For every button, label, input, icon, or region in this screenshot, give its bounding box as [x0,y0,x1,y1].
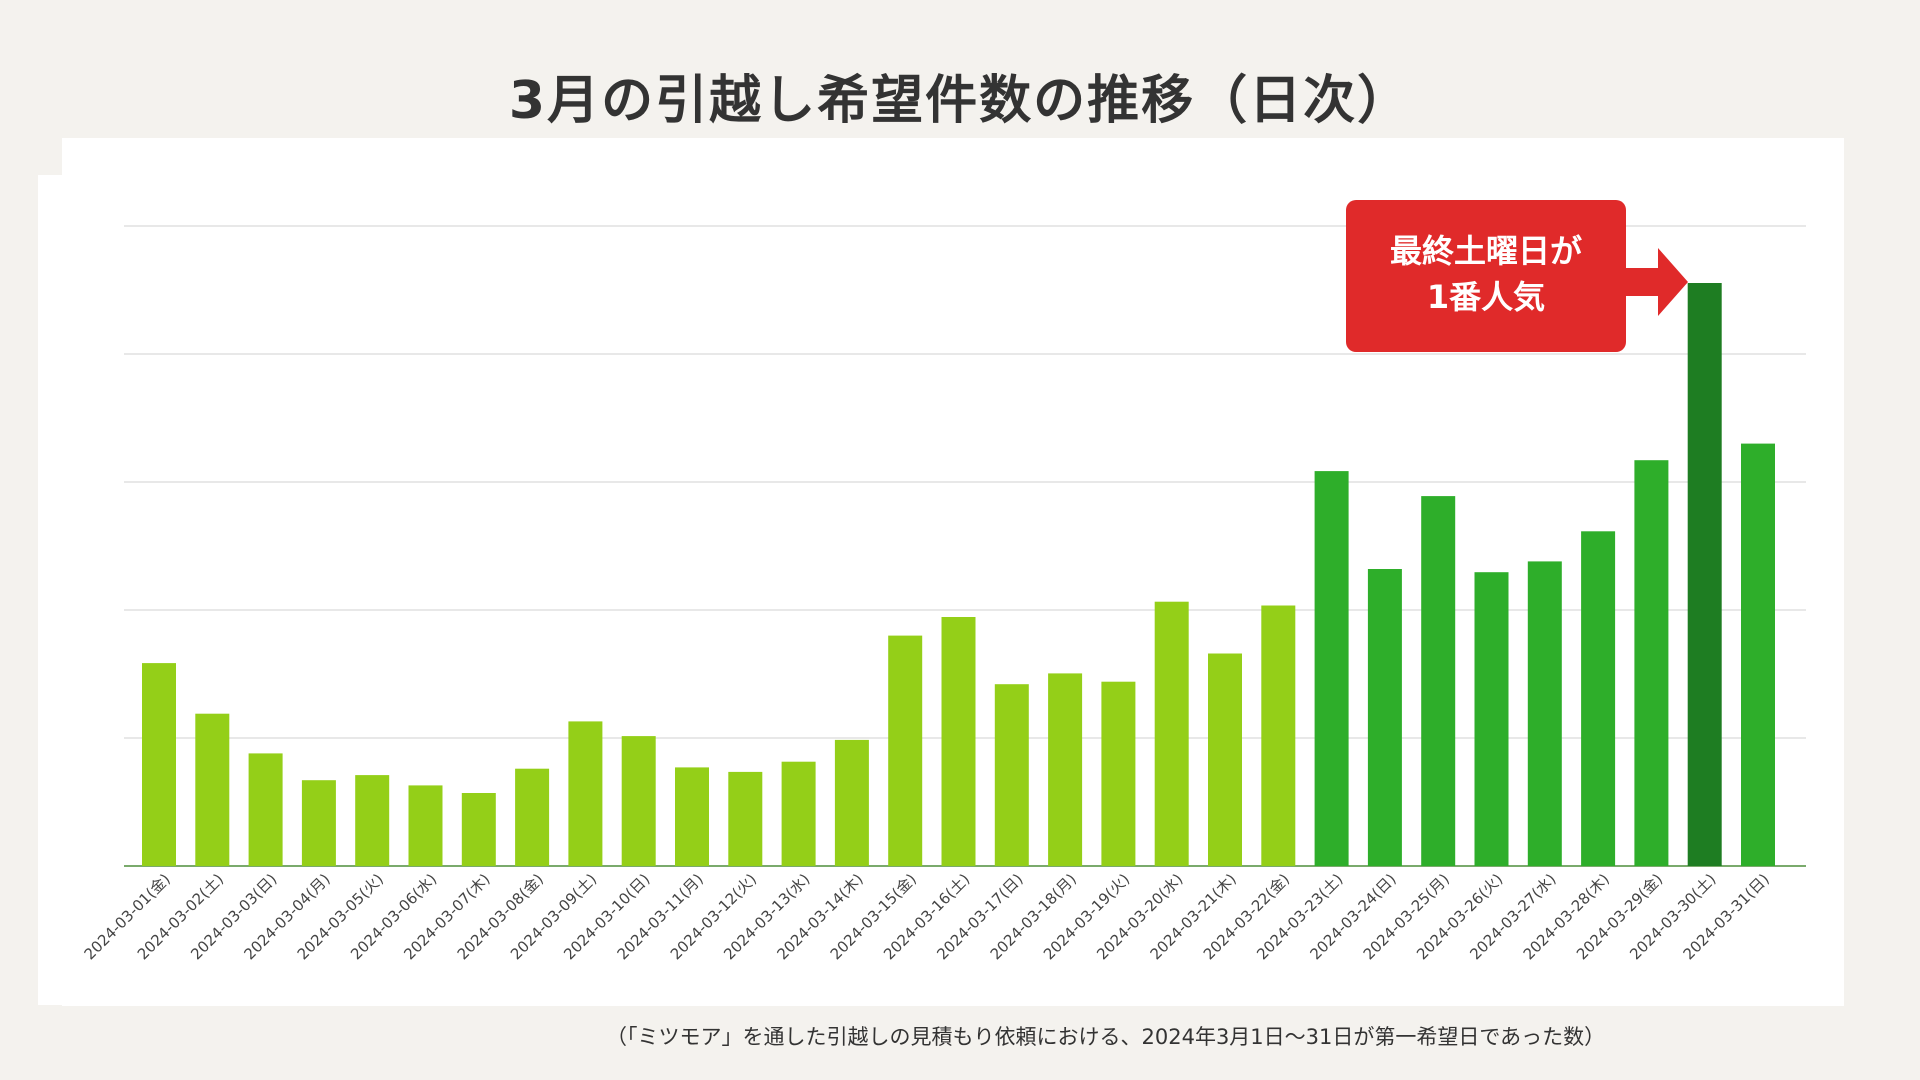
bar [1048,673,1083,866]
bar [1261,605,1296,866]
bar [142,663,176,866]
footnote: （「ミツモア」を通した引越しの見積もり依頼における、2024年3月1日〜31日が… [606,1025,1606,1049]
callout-line-2: 1番人気 [1426,278,1546,316]
x-tick-labels: 2024-03-01(金)2024-03-02(土)2024-03-03(日)2… [81,870,1773,963]
bar [834,739,869,866]
bar [1581,531,1616,866]
bar [1527,561,1562,866]
bar [675,767,709,866]
peak-callout: 最終土曜日が 1番人気 [1346,200,1626,352]
chart-title: 3月の引越し希望件数の推移（日次） [508,71,1412,131]
bar [1208,653,1242,866]
bar [1367,569,1402,866]
bar [1314,471,1349,866]
bar [994,684,1029,866]
bar [1634,460,1669,866]
bar [1741,443,1775,866]
bar [1154,601,1189,866]
bar [195,713,230,866]
callout-line-1: 最終土曜日が [1389,232,1582,270]
bar [461,793,496,866]
bars [142,283,1775,866]
bar [408,785,443,866]
bar [941,617,976,866]
bar [621,736,656,866]
bar [1101,681,1136,866]
bar [1687,283,1722,866]
bar [568,721,603,866]
bar [248,753,283,866]
bar [301,780,336,866]
bar [515,768,550,866]
bar [728,771,763,866]
bar [888,635,923,866]
bar [355,775,390,866]
bar [1474,572,1509,866]
bar [781,761,816,866]
callout-arrow-icon [1624,248,1688,316]
bar [1421,496,1456,866]
